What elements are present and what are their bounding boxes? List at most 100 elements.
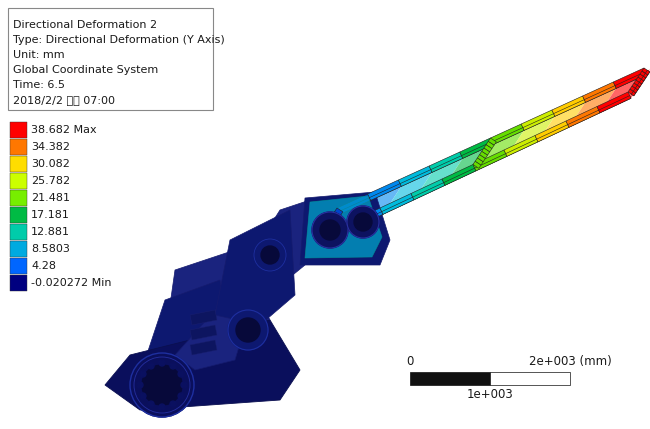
Polygon shape: [486, 141, 494, 148]
Polygon shape: [473, 150, 507, 171]
Polygon shape: [190, 325, 217, 340]
Circle shape: [320, 220, 340, 240]
Circle shape: [148, 363, 154, 369]
Polygon shape: [484, 145, 492, 152]
Text: Directional Deformation 2: Directional Deformation 2: [13, 20, 157, 30]
Bar: [10, 122, 27, 138]
Polygon shape: [491, 124, 524, 144]
Polygon shape: [330, 215, 338, 223]
Polygon shape: [352, 185, 402, 229]
Bar: [10, 258, 27, 274]
Text: 25.782: 25.782: [31, 176, 70, 186]
Text: Global Coordinate System: Global Coordinate System: [13, 65, 158, 75]
Polygon shape: [476, 127, 526, 171]
Bar: [10, 190, 27, 206]
Polygon shape: [492, 127, 524, 144]
Bar: [10, 139, 27, 155]
Polygon shape: [325, 223, 333, 230]
Text: Unit: mm: Unit: mm: [13, 50, 64, 60]
Polygon shape: [382, 197, 414, 214]
Circle shape: [312, 212, 348, 248]
Polygon shape: [521, 110, 555, 130]
Text: Type: Directional Deformation (Y Axis): Type: Directional Deformation (Y Axis): [13, 35, 225, 45]
Text: 21.481: 21.481: [31, 193, 70, 203]
Polygon shape: [380, 193, 414, 214]
Polygon shape: [640, 71, 648, 78]
Text: 2e+003 (mm): 2e+003 (mm): [528, 355, 612, 368]
Polygon shape: [523, 114, 555, 130]
Polygon shape: [632, 83, 640, 90]
Polygon shape: [567, 110, 600, 127]
FancyBboxPatch shape: [8, 8, 213, 110]
Polygon shape: [640, 79, 644, 84]
Circle shape: [140, 393, 146, 399]
Polygon shape: [335, 208, 343, 215]
Circle shape: [236, 318, 260, 342]
Polygon shape: [351, 211, 383, 229]
Polygon shape: [400, 169, 432, 186]
Circle shape: [347, 206, 379, 238]
Polygon shape: [413, 183, 445, 200]
Circle shape: [354, 213, 372, 231]
Text: Time: 6.5: Time: 6.5: [13, 80, 65, 90]
Text: 2018/2/2 下午 07:00: 2018/2/2 下午 07:00: [13, 95, 115, 105]
Polygon shape: [190, 340, 217, 355]
Polygon shape: [369, 184, 401, 200]
Polygon shape: [305, 196, 382, 258]
Polygon shape: [634, 80, 642, 87]
Bar: [10, 156, 27, 172]
Polygon shape: [339, 198, 370, 214]
Polygon shape: [535, 121, 569, 142]
Polygon shape: [429, 152, 463, 172]
Bar: [10, 275, 27, 291]
Text: 34.382: 34.382: [31, 142, 70, 152]
Polygon shape: [552, 96, 586, 116]
Circle shape: [170, 401, 176, 407]
Polygon shape: [321, 200, 371, 243]
Polygon shape: [645, 70, 650, 75]
Circle shape: [178, 371, 184, 377]
Circle shape: [312, 212, 348, 248]
Polygon shape: [644, 73, 648, 78]
Circle shape: [159, 404, 165, 410]
Polygon shape: [332, 211, 341, 219]
Polygon shape: [584, 86, 616, 103]
Polygon shape: [569, 84, 619, 127]
Text: -0.020272 Min: -0.020272 Min: [31, 278, 112, 288]
Polygon shape: [323, 226, 331, 233]
Polygon shape: [398, 166, 432, 186]
Polygon shape: [165, 250, 270, 355]
Polygon shape: [473, 161, 481, 168]
Polygon shape: [636, 77, 643, 84]
Text: 0: 0: [406, 355, 413, 368]
Polygon shape: [383, 171, 433, 214]
Bar: [490, 372, 570, 385]
Text: 4.28: 4.28: [31, 261, 56, 271]
Polygon shape: [368, 180, 401, 200]
Polygon shape: [638, 82, 642, 87]
Polygon shape: [597, 92, 631, 113]
Polygon shape: [190, 310, 217, 325]
Polygon shape: [538, 98, 588, 142]
Text: 8.5803: 8.5803: [31, 244, 70, 254]
Text: 17.181: 17.181: [31, 210, 70, 220]
Polygon shape: [507, 113, 557, 156]
Polygon shape: [318, 223, 352, 243]
Polygon shape: [215, 210, 295, 325]
Polygon shape: [642, 76, 646, 81]
Polygon shape: [411, 179, 445, 200]
Polygon shape: [600, 69, 650, 113]
Polygon shape: [638, 74, 646, 81]
Polygon shape: [445, 142, 495, 185]
Polygon shape: [328, 219, 336, 227]
Bar: [10, 207, 27, 223]
Circle shape: [354, 213, 372, 231]
Circle shape: [228, 310, 268, 350]
Polygon shape: [566, 106, 600, 127]
Polygon shape: [631, 91, 636, 96]
Polygon shape: [300, 192, 390, 265]
Polygon shape: [642, 68, 650, 75]
Polygon shape: [615, 72, 647, 88]
Circle shape: [181, 382, 187, 388]
Circle shape: [170, 363, 176, 369]
